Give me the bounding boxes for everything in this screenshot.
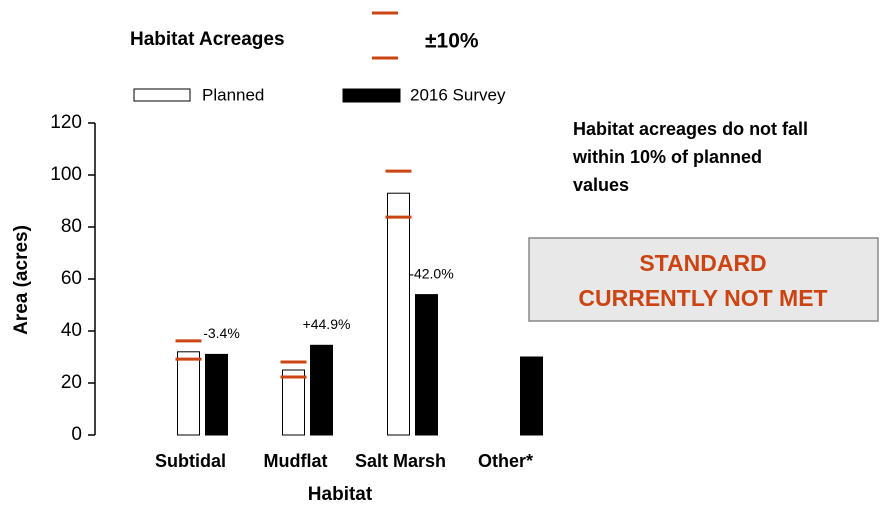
status-box — [528, 237, 879, 322]
legend-label: ±10% — [425, 30, 479, 53]
y-tick-label: 0 — [71, 424, 82, 445]
data-label: -42.0% — [409, 265, 453, 281]
bar — [205, 353, 228, 436]
bar — [177, 351, 200, 436]
data-label: +44.9% — [303, 316, 351, 332]
bar — [310, 344, 333, 436]
status-text: STANDARD — [639, 250, 766, 276]
x-tick-label: Subtidal — [155, 451, 226, 471]
note: values — [573, 175, 629, 195]
y-tick-label: 20 — [61, 372, 82, 393]
bar — [520, 356, 543, 436]
legend-label: 2016 Survey — [410, 85, 506, 104]
y-tick-label: 100 — [50, 164, 82, 185]
note: Habitat acreages do not fall — [573, 119, 808, 139]
x-tick-label: Salt Marsh — [355, 451, 446, 471]
y-tick-label: 80 — [61, 216, 82, 237]
legend-label: Planned — [202, 85, 264, 104]
y-axis-label: Area (acres) — [11, 225, 32, 335]
y-tick-label: 120 — [50, 112, 82, 133]
chart-title: Habitat Acreages — [130, 29, 285, 50]
data-label: -3.4% — [203, 325, 240, 341]
y-tick-label: 40 — [61, 320, 82, 341]
bar — [415, 294, 438, 436]
bar — [282, 369, 305, 436]
x-tick-label: Other* — [478, 451, 533, 471]
x-tick-label: Mudflat — [264, 451, 328, 471]
note: within 10% of planned — [572, 147, 762, 167]
y-tick-label: 60 — [61, 268, 82, 289]
bar — [387, 192, 410, 436]
x-axis-label: Habitat — [308, 484, 373, 505]
status-text: CURRENTLY NOT MET — [578, 285, 827, 311]
legend-swatch — [342, 88, 401, 103]
legend-swatch — [133, 88, 191, 102]
